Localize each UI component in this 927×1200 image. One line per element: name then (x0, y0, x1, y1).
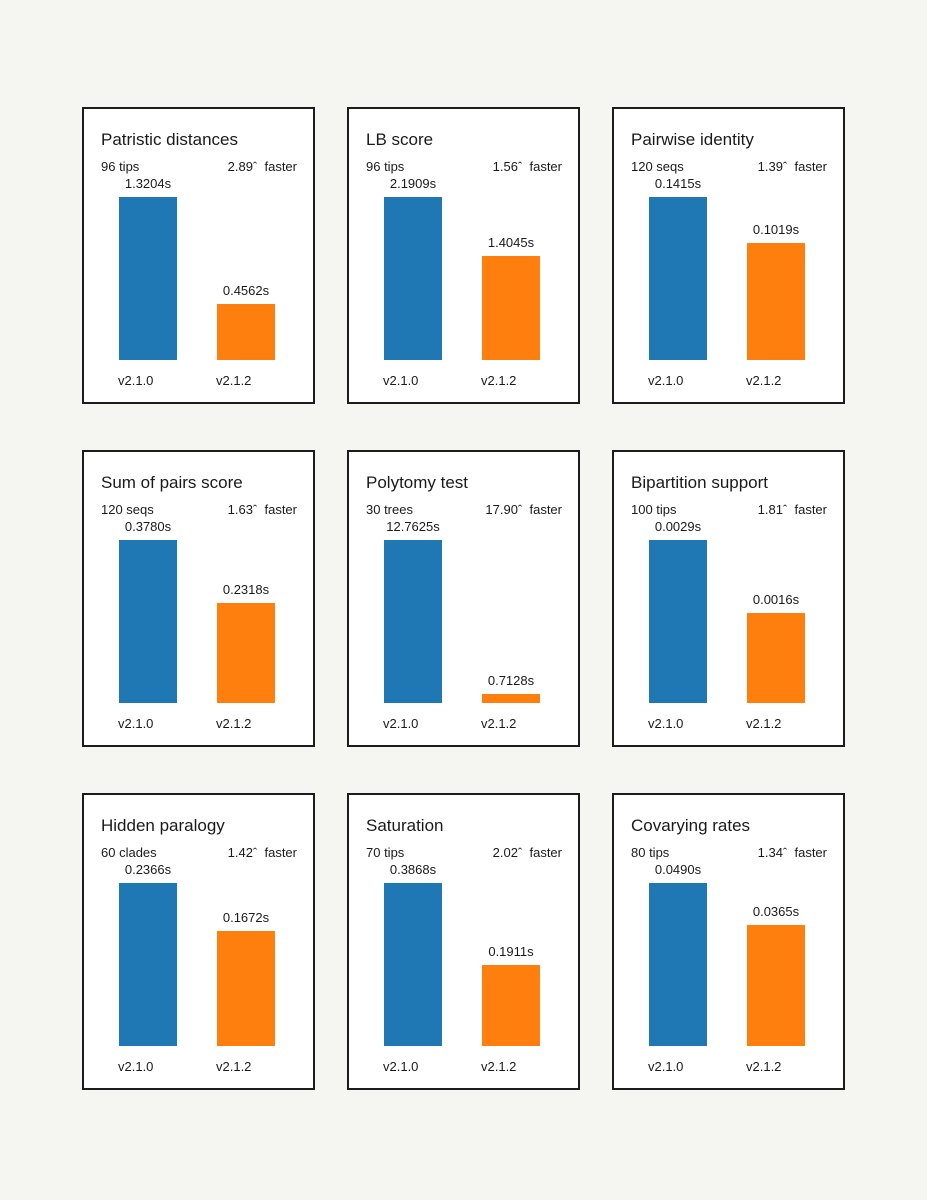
bar-v210 (649, 197, 707, 360)
dataset-size-label: 80 tips (631, 845, 670, 860)
bar-value-v210: 0.0490s (654, 862, 702, 877)
bar-value-v210: 2.1909s (389, 176, 437, 191)
bar-value-v212: 0.4562s (222, 283, 270, 298)
dataset-size-label: 30 trees (366, 502, 413, 517)
panel-title: LB score (366, 130, 434, 149)
bar-v210 (119, 883, 177, 1046)
dataset-size-label: 70 tips (366, 845, 405, 860)
bar-v210 (384, 197, 442, 360)
bar-value-v212: 0.0016s (752, 592, 800, 607)
dataset-size-label: 96 tips (366, 159, 405, 174)
x-tick-v210: v2.1.0 (118, 1059, 154, 1074)
dataset-size-label: 100 tips (631, 502, 677, 517)
speedup-label: 1.42ˆ faster (227, 845, 297, 860)
x-tick-v210: v2.1.0 (118, 373, 154, 388)
bar-value-v210: 0.1415s (654, 176, 702, 191)
speedup-label: 2.89ˆ faster (227, 159, 297, 174)
panel-title: Patristic distances (101, 130, 238, 149)
bar-v210 (119, 197, 177, 360)
bar-v210 (384, 883, 442, 1046)
x-tick-v212: v2.1.2 (216, 373, 252, 388)
bar-v212 (217, 603, 275, 703)
bar-value-v210: 0.0029s (654, 519, 702, 534)
bar-value-v210: 0.3780s (124, 519, 172, 534)
panel-pairwise-identity: Pairwise identity 120 seqs 1.39ˆ faster … (612, 107, 845, 404)
panel-saturation: Saturation 70 tips 2.02ˆ faster 0.3868s … (347, 793, 580, 1090)
bar-v210 (119, 540, 177, 703)
x-tick-v212: v2.1.2 (481, 373, 517, 388)
panel-title: Covarying rates (631, 816, 751, 835)
bar-v212 (482, 965, 540, 1046)
x-tick-v212: v2.1.2 (481, 1059, 517, 1074)
panel-lb-score: LB score 96 tips 1.56ˆ faster 2.1909s 1.… (347, 107, 580, 404)
bar-value-v212: 0.0365s (752, 904, 800, 919)
speedup-label: 1.34ˆ faster (757, 845, 827, 860)
x-tick-v212: v2.1.2 (216, 716, 252, 731)
dataset-size-label: 60 clades (101, 845, 157, 860)
x-tick-v212: v2.1.2 (746, 1059, 782, 1074)
bar-v210 (384, 540, 442, 703)
bar-value-v212: 0.1019s (752, 222, 800, 237)
x-tick-v210: v2.1.0 (383, 716, 419, 731)
bar-v212 (482, 256, 540, 360)
bar-value-v212: 0.1911s (488, 944, 534, 959)
panel-patristic-distances: Patristic distances 96 tips 2.89ˆ faster… (82, 107, 315, 404)
panel-title: Sum of pairs score (101, 473, 243, 492)
bar-value-v210: 0.2366s (124, 862, 172, 877)
speedup-label: 1.39ˆ faster (757, 159, 827, 174)
x-tick-v210: v2.1.0 (118, 716, 154, 731)
x-tick-v210: v2.1.0 (648, 373, 684, 388)
panel-title: Bipartition support (631, 473, 769, 492)
bar-v212 (747, 925, 805, 1046)
dataset-size-label: 96 tips (101, 159, 140, 174)
bar-v212 (217, 304, 275, 360)
bar-v212 (747, 243, 805, 360)
x-tick-v210: v2.1.0 (383, 1059, 419, 1074)
bar-value-v212: 0.1672s (222, 910, 270, 925)
benchmark-grid: Patristic distances 96 tips 2.89ˆ faster… (82, 107, 845, 1090)
dataset-size-label: 120 seqs (631, 159, 684, 174)
x-tick-v210: v2.1.0 (648, 1059, 684, 1074)
bar-v212 (747, 613, 805, 703)
x-tick-v212: v2.1.2 (481, 716, 517, 731)
bar-value-v212: 0.2318s (222, 582, 270, 597)
speedup-label: 17.90ˆ faster (485, 502, 562, 517)
panel-bipartition-support: Bipartition support 100 tips 1.81ˆ faste… (612, 450, 845, 747)
panel-polytomy-test: Polytomy test 30 trees 17.90ˆ faster 12.… (347, 450, 580, 747)
x-tick-v212: v2.1.2 (746, 373, 782, 388)
panel-title: Polytomy test (366, 473, 469, 492)
x-tick-v212: v2.1.2 (746, 716, 782, 731)
speedup-label: 1.56ˆ faster (492, 159, 562, 174)
bar-value-v210: 12.7625s (386, 519, 440, 534)
bar-value-v210: 0.3868s (389, 862, 437, 877)
x-tick-v210: v2.1.0 (383, 373, 419, 388)
bar-v210 (649, 883, 707, 1046)
panel-covarying-rates: Covarying rates 80 tips 1.34ˆ faster 0.0… (612, 793, 845, 1090)
bar-v212 (482, 694, 540, 703)
dataset-size-label: 120 seqs (101, 502, 154, 517)
speedup-label: 2.02ˆ faster (492, 845, 562, 860)
bar-value-v212: 0.7128s (487, 673, 535, 688)
speedup-label: 1.81ˆ faster (757, 502, 827, 517)
x-tick-v212: v2.1.2 (216, 1059, 252, 1074)
speedup-label: 1.63ˆ faster (227, 502, 297, 517)
bar-value-v210: 1.3204s (124, 176, 172, 191)
bar-value-v212: 1.4045s (487, 235, 535, 250)
panel-title: Pairwise identity (631, 130, 754, 149)
panel-sum-of-pairs-score: Sum of pairs score 120 seqs 1.63ˆ faster… (82, 450, 315, 747)
panel-title: Hidden paralogy (101, 816, 225, 835)
bar-v210 (649, 540, 707, 703)
panel-title: Saturation (366, 816, 444, 835)
x-tick-v210: v2.1.0 (648, 716, 684, 731)
bar-v212 (217, 931, 275, 1046)
panel-hidden-paralogy: Hidden paralogy 60 clades 1.42ˆ faster 0… (82, 793, 315, 1090)
